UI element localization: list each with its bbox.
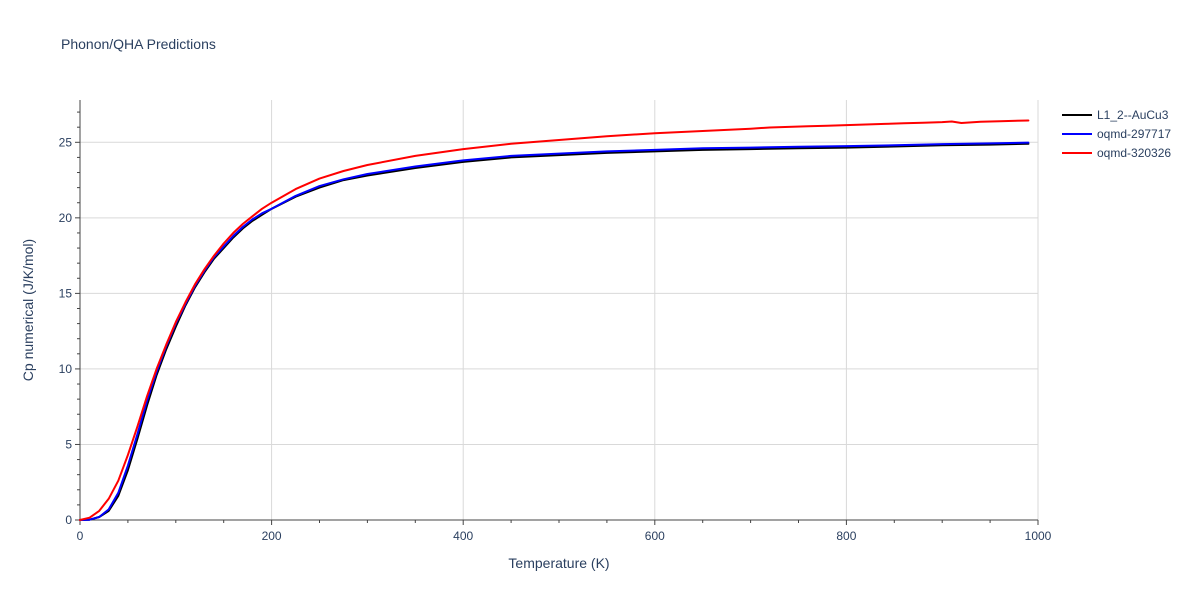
y-tick-label: 15 — [59, 286, 73, 300]
tick-labels: 0 200 400 600 800 1000 0 5 10 15 20 25 — [59, 135, 1052, 543]
x-tick-label: 400 — [453, 529, 473, 543]
legend-item[interactable]: oqmd-297717 — [1062, 127, 1171, 141]
x-tick-label: 800 — [836, 529, 856, 543]
legend-label: oqmd-297717 — [1097, 127, 1171, 141]
axes — [75, 100, 1039, 525]
y-tick-label: 0 — [65, 513, 72, 527]
x-tick-label: 0 — [77, 529, 84, 543]
grid-lines — [80, 100, 1039, 520]
x-tick-label: 600 — [645, 529, 665, 543]
series-lines — [79, 119, 1030, 521]
y-tick-label: 10 — [59, 362, 73, 376]
y-axis-title: Cp numerical (J/K/mol) — [20, 239, 36, 381]
legend[interactable]: L1_2--AuCu3 oqmd-297717 oqmd-320326 — [1062, 108, 1171, 160]
legend-label: L1_2--AuCu3 — [1097, 108, 1169, 122]
series-line-oqmd-297717 — [79, 141, 1030, 521]
y-tick-label: 25 — [59, 135, 73, 149]
legend-label: oqmd-320326 — [1097, 146, 1171, 160]
series-line-oqmd-320326 — [79, 119, 1030, 521]
series-line-l1-2-aucu3 — [79, 142, 1030, 521]
y-tick-label: 20 — [59, 211, 73, 225]
x-tick-label: 1000 — [1025, 529, 1052, 543]
x-tick-label: 200 — [262, 529, 282, 543]
y-tick-label: 5 — [65, 437, 72, 451]
x-axis-title: Temperature (K) — [508, 555, 609, 571]
legend-item[interactable]: oqmd-320326 — [1062, 146, 1171, 160]
chart-title: Phonon/QHA Predictions — [61, 36, 216, 52]
legend-item[interactable]: L1_2--AuCu3 — [1062, 108, 1169, 122]
